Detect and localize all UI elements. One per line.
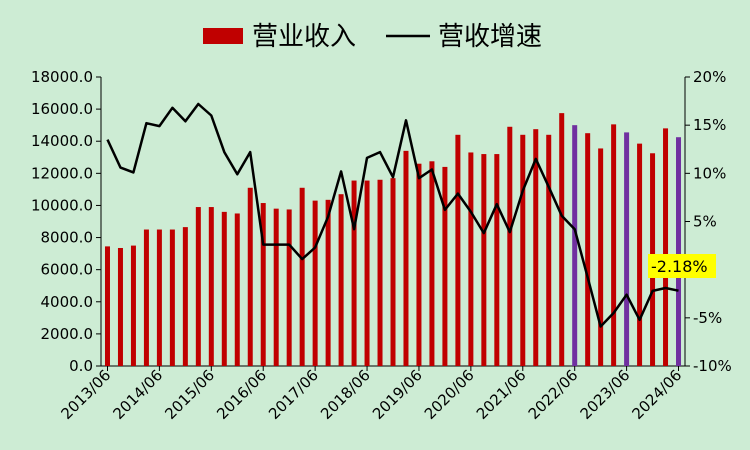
- bar: [572, 125, 578, 367]
- bar: [312, 200, 318, 366]
- y-right-tick-label: 5%: [693, 213, 717, 231]
- bar: [416, 163, 422, 366]
- bar: [676, 137, 682, 366]
- y-left-tick-label: 14000.0: [31, 132, 93, 150]
- y-right-tick-label: -10%: [693, 357, 732, 375]
- x-tick-label: 2018/06: [317, 366, 374, 423]
- growth-line: [106, 102, 679, 328]
- x-tick-label: 2016/06: [213, 366, 270, 423]
- bar: [130, 245, 136, 366]
- bar: [338, 194, 344, 366]
- bar: [663, 128, 669, 366]
- bar: [351, 180, 357, 366]
- bar: [637, 143, 643, 366]
- legend: 营业收入 营收增速: [203, 22, 542, 52]
- x-tick-label: 2014/06: [109, 366, 166, 423]
- revenue-bars: [104, 113, 682, 367]
- x-tick-label: 2020/06: [421, 366, 478, 423]
- y-right-tick-label: 10%: [693, 164, 726, 182]
- bar: [221, 211, 227, 366]
- y-left-tick-label: 6000.0: [41, 261, 94, 279]
- bar: [143, 229, 149, 366]
- bar: [533, 129, 539, 366]
- x-tick-label: 2024/06: [629, 366, 686, 423]
- bar: [208, 207, 214, 366]
- bar: [494, 154, 500, 366]
- bar: [117, 247, 123, 366]
- y-left-tick-label: 4000.0: [41, 293, 94, 311]
- bar: [429, 161, 435, 366]
- bar: [169, 229, 175, 366]
- x-tick-label: 2021/06: [473, 366, 530, 423]
- bar: [468, 152, 474, 366]
- x-tick-label: 2017/06: [265, 366, 322, 423]
- y-right-tick-label: 20%: [693, 68, 726, 86]
- y-right-tick-label: -5%: [693, 309, 722, 327]
- y-left-tick-label: 8000.0: [41, 229, 94, 247]
- bar: [286, 209, 292, 366]
- x-tick-label: 2015/06: [161, 366, 218, 423]
- bar: [182, 227, 188, 366]
- callout-box: [648, 254, 716, 278]
- x-tick-label: 2019/06: [369, 366, 426, 423]
- legend-label-revenue: 营业收入: [252, 22, 356, 52]
- y-left-tick-label: 0.0: [69, 357, 93, 375]
- bar: [195, 207, 201, 366]
- callout-text: -2.18%: [651, 257, 708, 276]
- bar: [325, 199, 331, 366]
- bar: [364, 180, 370, 366]
- bar: [455, 134, 461, 366]
- bar: [273, 208, 279, 366]
- bar: [247, 187, 253, 366]
- y-right-tick-label: 15%: [693, 116, 726, 134]
- bar: [156, 229, 162, 366]
- bar: [403, 150, 409, 366]
- bar: [234, 213, 240, 366]
- bar: [442, 166, 448, 366]
- legend-swatch-revenue: [203, 28, 243, 44]
- legend-label-growth: 营收增速: [438, 22, 542, 52]
- bar: [598, 148, 604, 366]
- bar: [585, 133, 591, 366]
- bar: [559, 113, 565, 366]
- y-left-tick-label: 12000.0: [31, 164, 93, 182]
- value-callout: -2.18%: [648, 254, 716, 278]
- x-tick-label: 2022/06: [525, 366, 582, 423]
- bar: [507, 126, 513, 367]
- bar: [390, 178, 396, 366]
- x-tick-label: 2023/06: [577, 366, 634, 423]
- growth-line-layer: [106, 102, 679, 328]
- bar: [377, 179, 383, 366]
- bar: [611, 124, 617, 366]
- y-left-tick-label: 18000.0: [31, 68, 93, 86]
- bar: [104, 246, 110, 366]
- bar: [520, 134, 526, 366]
- bar: [299, 187, 305, 366]
- y-left-tick-label: 2000.0: [41, 325, 94, 343]
- bar: [481, 154, 487, 366]
- y-left-tick-label: 10000.0: [31, 196, 93, 214]
- bar: [624, 132, 630, 366]
- bar: [260, 203, 266, 366]
- bar: [546, 134, 552, 366]
- y-left-tick-label: 16000.0: [31, 100, 93, 118]
